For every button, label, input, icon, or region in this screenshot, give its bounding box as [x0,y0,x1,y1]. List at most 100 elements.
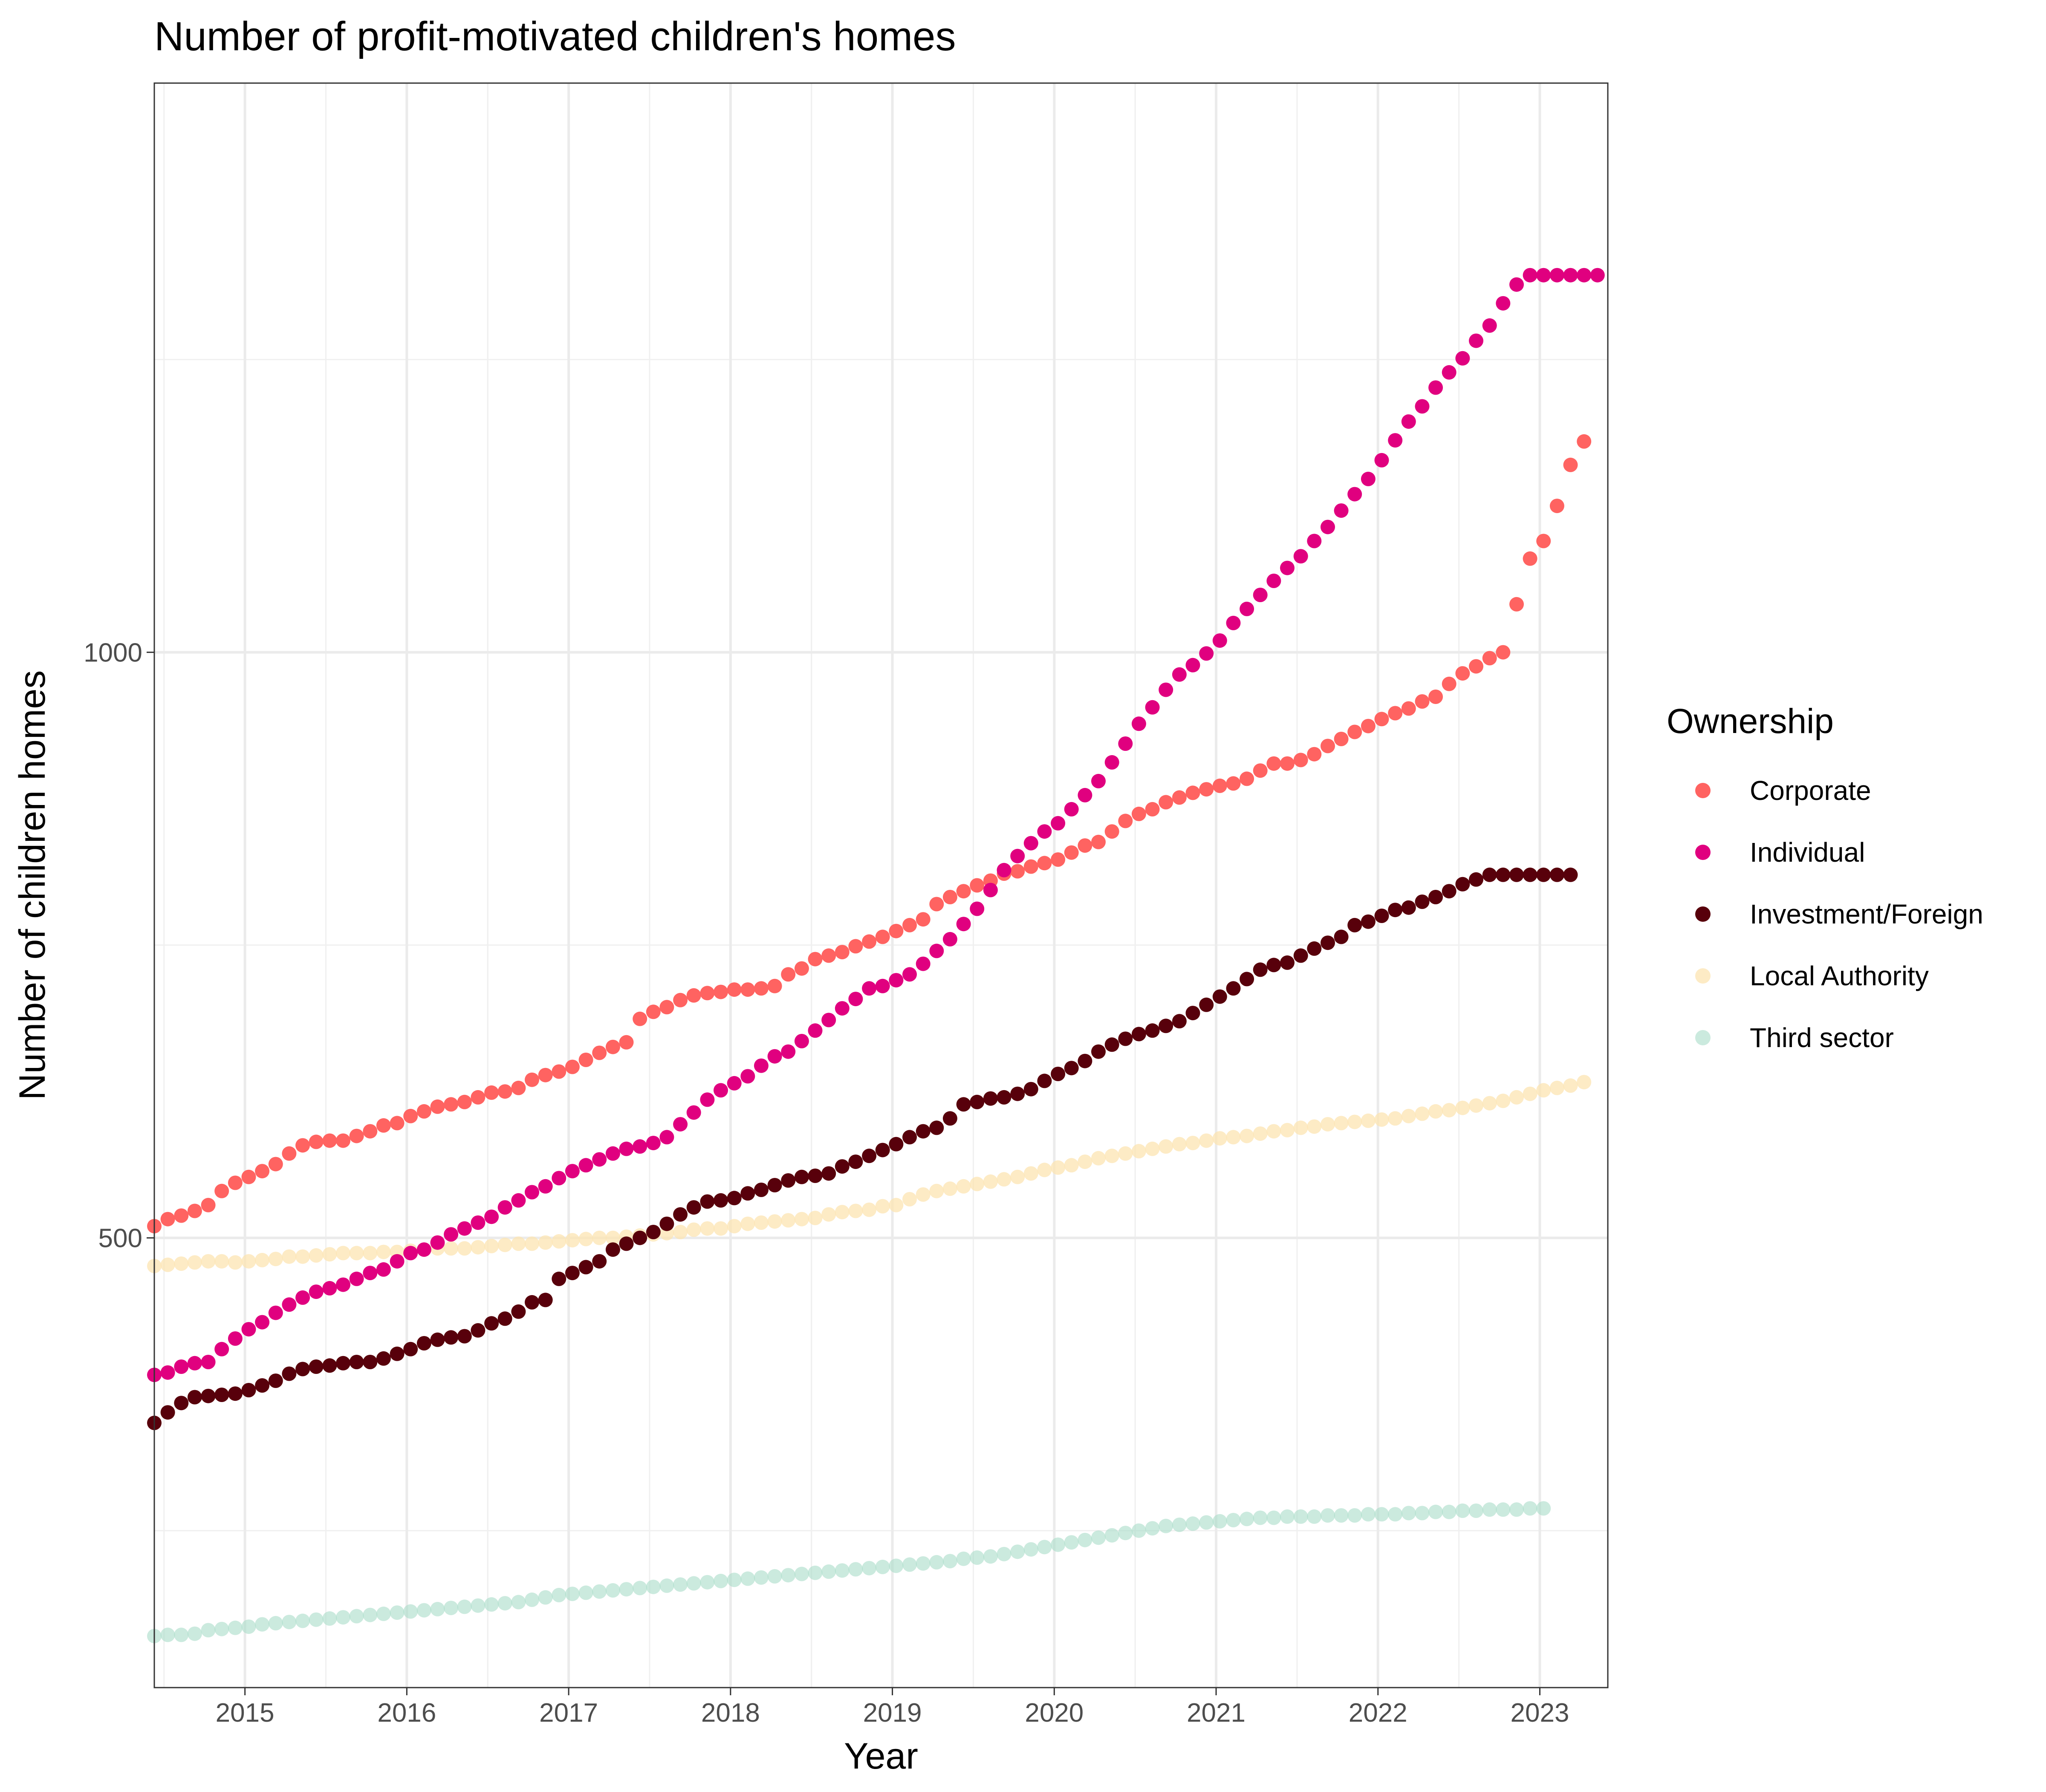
data-point [552,1587,566,1602]
data-point [740,1571,755,1586]
data-point [201,1198,216,1212]
data-point [835,1001,850,1016]
data-point [1159,795,1173,810]
data-point [767,1214,782,1229]
data-point [403,1108,418,1123]
data-point [187,1626,202,1641]
data-point [1131,1144,1146,1159]
data-point [565,1059,580,1074]
data-point [1185,785,1200,800]
data-point [1145,1023,1160,1038]
data-point [916,956,931,971]
data-point [1185,658,1200,672]
data-point [1104,1148,1119,1163]
data-point [1010,848,1025,863]
data-point [1496,645,1511,660]
data-point [1401,1506,1416,1521]
data-point [1091,1151,1106,1166]
data-point [875,978,890,993]
data-point [160,1405,175,1420]
data-point [1023,836,1038,851]
data-point [889,973,904,988]
data-point [471,1240,485,1255]
data-point [808,1211,823,1225]
data-point [1549,1080,1564,1095]
data-point [754,981,769,996]
data-point [970,1550,985,1565]
data-point [686,988,701,1003]
data-point [1293,753,1308,768]
data-point [255,1164,270,1179]
data-point [1159,1518,1173,1533]
data-point [1415,399,1430,414]
data-point [538,1235,553,1250]
data-point [511,1193,526,1208]
data-point [349,1271,364,1286]
data-point [700,1575,715,1590]
data-point [1131,1027,1146,1042]
data-point [1442,1504,1456,1519]
data-point [444,1097,459,1112]
data-point [1415,895,1430,909]
data-point [714,984,728,999]
data-point [363,1124,378,1139]
data-point [309,1248,324,1263]
data-point [1321,519,1335,534]
data-point [1361,1113,1376,1128]
data-point [1482,867,1497,882]
data-point [214,1388,229,1402]
data-point [1361,719,1376,733]
data-point [592,1254,607,1269]
data-point [902,967,917,982]
data-point [1496,1094,1511,1108]
data-point [1549,867,1564,882]
data-point [970,878,985,893]
data-point [633,1581,647,1596]
data-point [1496,1502,1511,1517]
data-point [1509,277,1524,292]
data-point [1334,503,1349,518]
data-point [1401,900,1416,915]
data-point [416,1242,431,1257]
data-point [174,1359,189,1374]
data-point [187,1390,202,1405]
y-axis-title: Number of children homes [12,670,53,1100]
data-point [1199,1133,1214,1148]
data-point [1374,909,1389,923]
data-point [740,1186,755,1201]
data-point [403,1246,418,1261]
data-point [1023,1082,1038,1097]
data-point [1388,433,1403,448]
data-point [916,912,931,927]
data-point [363,1607,378,1622]
data-point [781,1044,796,1059]
data-point [1321,739,1335,753]
data-point [201,1355,216,1369]
data-point [1536,534,1551,548]
data-point [646,1004,661,1019]
data-point [1240,972,1254,987]
data-point [1509,597,1524,612]
data-point [1293,948,1308,963]
data-point [1590,268,1605,283]
legend-label: Third sector [1750,1022,1894,1053]
data-point [1455,1503,1470,1518]
data-point [970,901,985,916]
data-point [1307,747,1322,762]
data-point [633,1011,647,1026]
data-point [255,1378,270,1393]
data-point [1253,588,1268,602]
data-point [956,917,971,932]
data-point [1078,1532,1092,1547]
data-point [1293,549,1308,564]
data-point [1104,824,1119,839]
data-point [1549,268,1564,283]
data-point [929,1183,944,1198]
data-point [471,1598,485,1613]
data-point [1469,659,1483,674]
data-point [1374,1112,1389,1127]
data-point [902,1130,917,1145]
data-point [214,1183,229,1198]
data-point [727,1191,742,1206]
